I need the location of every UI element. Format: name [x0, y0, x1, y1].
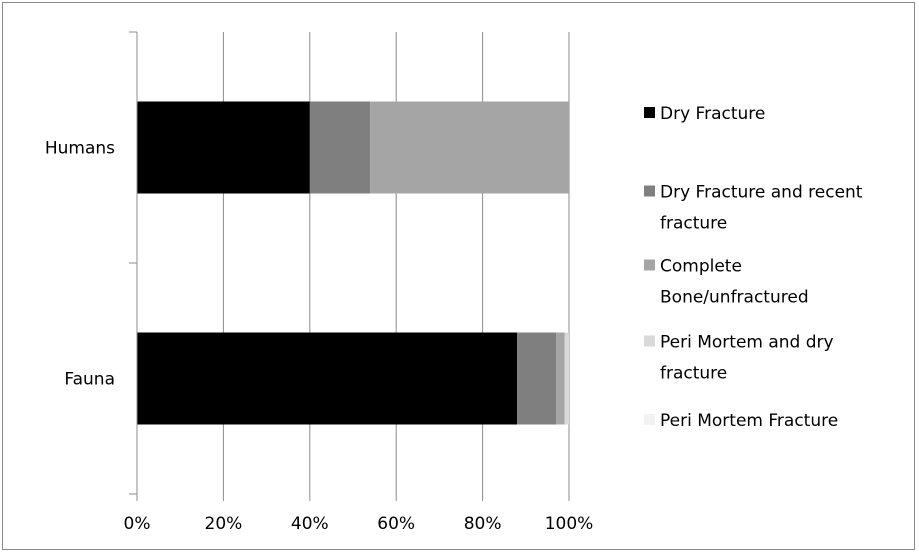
bar-segment — [309, 101, 371, 194]
legend-label: Complete — [660, 257, 742, 277]
legend-swatch — [644, 107, 655, 118]
x-tick-label: 20% — [205, 514, 243, 534]
legend-label: Dry Fracture and recent — [660, 183, 863, 203]
category-label: Fauna — [64, 370, 115, 390]
bar-segment — [564, 332, 569, 425]
x-tick-label: 60% — [377, 514, 415, 534]
bar-segment — [137, 101, 310, 194]
x-tick-label: 100% — [545, 514, 594, 534]
x-tick-label: 40% — [291, 514, 329, 534]
category-label: Humans — [45, 139, 115, 159]
legend-swatch — [644, 414, 655, 425]
legend-label: fracture — [660, 214, 727, 234]
legend-label: Peri Mortem Fracture — [660, 411, 838, 431]
legend-swatch — [644, 335, 655, 347]
legend-swatch — [644, 259, 655, 271]
x-tick-label: 80% — [464, 514, 502, 534]
legend-label: fracture — [660, 364, 727, 384]
bar-segment — [137, 332, 518, 425]
legend-label: Peri Mortem and dry — [660, 333, 834, 353]
legend-label: Bone/unfractured — [660, 288, 809, 308]
bar-segment — [370, 101, 569, 194]
legend-swatch — [644, 185, 655, 197]
legend-label: Dry Fracture — [660, 104, 765, 124]
bar-segment — [556, 332, 565, 425]
x-tick-label: 0% — [124, 514, 151, 534]
bar-segment — [517, 332, 557, 425]
